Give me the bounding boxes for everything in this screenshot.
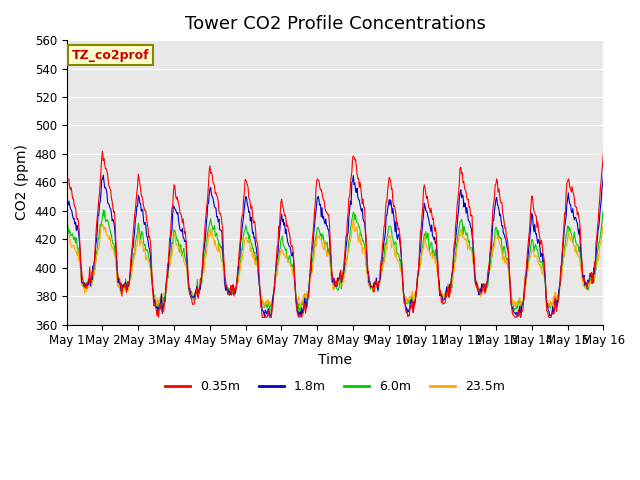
- X-axis label: Time: Time: [318, 353, 352, 367]
- 1.8m: [600, 172, 607, 178]
- 1.8m: [182, 239, 190, 244]
- 1.8m: [416, 251, 424, 256]
- Line: 6.0m: 6.0m: [67, 210, 604, 314]
- Line: 1.8m: 1.8m: [67, 175, 604, 317]
- 23.5m: [402, 294, 410, 300]
- 6.0m: [417, 262, 424, 268]
- 23.5m: [182, 261, 190, 267]
- 23.5m: [128, 273, 136, 278]
- 23.5m: [211, 242, 218, 248]
- 0.35m: [417, 225, 425, 230]
- 23.5m: [63, 235, 70, 241]
- 23.5m: [296, 305, 304, 311]
- 0.35m: [600, 149, 607, 155]
- 6.0m: [266, 312, 273, 317]
- Line: 0.35m: 0.35m: [67, 151, 604, 317]
- 0.35m: [63, 171, 70, 177]
- Y-axis label: CO2 (ppm): CO2 (ppm): [15, 144, 29, 220]
- Title: Tower CO2 Profile Concentrations: Tower CO2 Profile Concentrations: [184, 15, 486, 33]
- 23.5m: [72, 249, 80, 254]
- 0.35m: [99, 148, 106, 154]
- 6.0m: [128, 261, 136, 267]
- 23.5m: [417, 254, 425, 260]
- 6.0m: [211, 222, 218, 228]
- 0.35m: [402, 306, 410, 312]
- 1.8m: [128, 258, 136, 264]
- 6.0m: [63, 220, 70, 226]
- 6.0m: [600, 207, 607, 213]
- 0.35m: [129, 243, 136, 249]
- 6.0m: [72, 235, 80, 240]
- Legend: 0.35m, 1.8m, 6.0m, 23.5m: 0.35m, 1.8m, 6.0m, 23.5m: [160, 375, 510, 398]
- 6.0m: [182, 259, 190, 264]
- 6.0m: [401, 295, 409, 301]
- Text: TZ_co2prof: TZ_co2prof: [72, 48, 150, 61]
- 1.8m: [211, 204, 218, 210]
- 1.8m: [400, 295, 408, 301]
- 0.35m: [211, 191, 219, 196]
- 1.8m: [72, 228, 80, 234]
- Line: 23.5m: 23.5m: [67, 217, 604, 308]
- 1.8m: [63, 193, 70, 199]
- 0.35m: [259, 314, 266, 320]
- 23.5m: [349, 215, 357, 220]
- 1.8m: [516, 314, 524, 320]
- 0.35m: [183, 248, 191, 253]
- 0.35m: [72, 214, 80, 220]
- 23.5m: [600, 221, 607, 227]
